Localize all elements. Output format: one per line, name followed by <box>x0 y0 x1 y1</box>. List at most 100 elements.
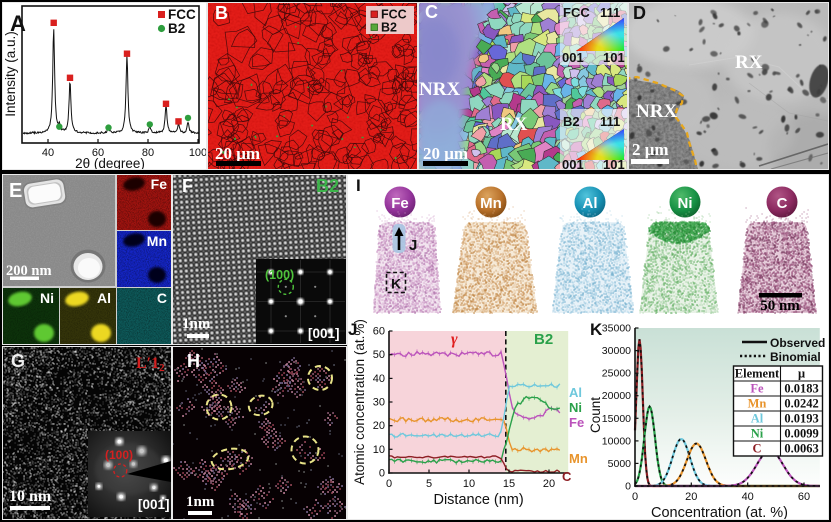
svg-text:Al: Al <box>751 412 764 426</box>
svg-text:2 μm: 2 μm <box>632 140 669 159</box>
svg-text:Mn: Mn <box>569 451 588 466</box>
svg-text:15: 15 <box>503 478 515 490</box>
svg-text:101: 101 <box>603 157 625 169</box>
svg-text:C: C <box>157 290 167 306</box>
svg-text:111: 111 <box>600 114 620 129</box>
svg-text:C: C <box>562 469 572 484</box>
svg-text:I: I <box>356 176 361 195</box>
svg-text:10000: 10000 <box>602 435 631 447</box>
svg-text:Mn: Mn <box>480 195 502 212</box>
svg-text:Al: Al <box>569 385 582 400</box>
svg-text:0: 0 <box>632 491 638 503</box>
svg-text:50 nm: 50 nm <box>760 298 800 314</box>
svg-text:001: 001 <box>562 157 584 169</box>
svg-text:20 μm: 20 μm <box>215 144 260 163</box>
svg-text:B2: B2 <box>381 21 397 35</box>
svg-text:Mn: Mn <box>748 397 767 411</box>
svg-text:30000: 30000 <box>602 345 631 357</box>
svg-text:C: C <box>777 195 788 212</box>
svg-text:Al: Al <box>97 290 111 306</box>
svg-text:25000: 25000 <box>602 368 631 380</box>
svg-text:Fe: Fe <box>391 195 409 212</box>
svg-text:Fe: Fe <box>151 176 168 192</box>
svg-text:10: 10 <box>373 444 385 456</box>
svg-text:111: 111 <box>600 5 620 20</box>
svg-text:80: 80 <box>142 147 154 159</box>
svg-text:40: 40 <box>42 147 54 159</box>
svg-text:B2: B2 <box>168 21 185 36</box>
svg-text:E: E <box>9 180 22 202</box>
svg-text:B2: B2 <box>563 114 580 129</box>
svg-text:40: 40 <box>373 373 385 385</box>
svg-text:A: A <box>10 11 26 36</box>
svg-text:Binomial: Binomial <box>770 350 821 364</box>
svg-text:2θ (degree): 2θ (degree) <box>75 156 145 169</box>
svg-text:Fe: Fe <box>750 382 764 396</box>
svg-text:Concentration (at. %): Concentration (at. %) <box>651 505 788 519</box>
svg-text:K: K <box>590 320 603 339</box>
svg-text:0: 0 <box>625 481 631 493</box>
svg-text:Observed: Observed <box>770 336 825 350</box>
svg-text:Element: Element <box>735 367 780 381</box>
svg-text:5000: 5000 <box>608 458 632 470</box>
svg-text:K: K <box>391 276 401 292</box>
svg-text:10 nm: 10 nm <box>9 488 52 505</box>
svg-text:0.0183: 0.0183 <box>784 382 818 396</box>
svg-text:Distance (nm): Distance (nm) <box>433 492 523 508</box>
svg-text:20000: 20000 <box>602 390 631 402</box>
svg-text:Ni: Ni <box>569 400 582 415</box>
svg-text:001: 001 <box>562 50 584 65</box>
svg-text:γ: γ <box>451 331 458 348</box>
svg-text:[001]: [001] <box>138 497 170 512</box>
svg-text:G: G <box>11 351 25 371</box>
svg-text:NRX: NRX <box>636 101 677 122</box>
svg-text:Ni: Ni <box>40 290 54 306</box>
svg-text:1nm: 1nm <box>186 494 215 510</box>
svg-text:20: 20 <box>543 478 555 490</box>
svg-text:C: C <box>425 3 438 22</box>
svg-text:100: 100 <box>189 147 206 159</box>
svg-text:RX: RX <box>500 114 528 135</box>
svg-text:Atomic concentration (at.%): Atomic concentration (at.%) <box>352 319 367 485</box>
svg-text:Fe: Fe <box>569 415 584 430</box>
svg-text:0.0099: 0.0099 <box>784 427 818 441</box>
svg-text:60: 60 <box>798 491 810 503</box>
svg-text:20: 20 <box>373 420 385 432</box>
svg-text:D: D <box>633 3 646 23</box>
svg-text:[001]: [001] <box>308 326 340 341</box>
svg-text:Ni: Ni <box>751 427 764 441</box>
svg-text:FCC: FCC <box>168 7 196 22</box>
svg-text:15000: 15000 <box>602 413 631 425</box>
svg-text:Mn: Mn <box>147 233 167 249</box>
svg-text:5: 5 <box>426 478 432 490</box>
svg-text:0: 0 <box>379 468 385 480</box>
svg-text:Ni: Ni <box>678 195 693 212</box>
svg-text:200 nm: 200 nm <box>6 263 52 279</box>
svg-text:60: 60 <box>92 147 104 159</box>
svg-text:(100): (100) <box>265 268 294 282</box>
svg-text:40: 40 <box>742 491 754 503</box>
svg-text:Count: Count <box>588 397 603 433</box>
svg-text:(100): (100) <box>105 448 133 462</box>
svg-text:20 μm: 20 μm <box>423 144 468 163</box>
svg-text:0: 0 <box>386 478 392 490</box>
svg-text:B2: B2 <box>534 331 553 348</box>
svg-text:20: 20 <box>685 491 697 503</box>
svg-text:μ: μ <box>798 367 805 381</box>
svg-text:10: 10 <box>463 478 475 490</box>
svg-text:J: J <box>348 320 357 339</box>
svg-text:FCC: FCC <box>381 8 407 22</box>
svg-text:0.0063: 0.0063 <box>784 442 818 456</box>
svg-text:101: 101 <box>603 50 625 65</box>
svg-text:50: 50 <box>373 349 385 361</box>
svg-text:FCC: FCC <box>563 5 590 20</box>
svg-text:Al: Al <box>583 195 598 212</box>
svg-text:B2: B2 <box>316 176 339 196</box>
svg-text:F: F <box>182 176 193 196</box>
svg-text:0.0193: 0.0193 <box>784 412 818 426</box>
svg-text:J: J <box>409 237 417 254</box>
svg-text:C: C <box>752 442 761 456</box>
svg-text:0.0242: 0.0242 <box>784 397 818 411</box>
svg-text:NRX: NRX <box>419 79 460 100</box>
svg-text:60: 60 <box>373 326 385 338</box>
